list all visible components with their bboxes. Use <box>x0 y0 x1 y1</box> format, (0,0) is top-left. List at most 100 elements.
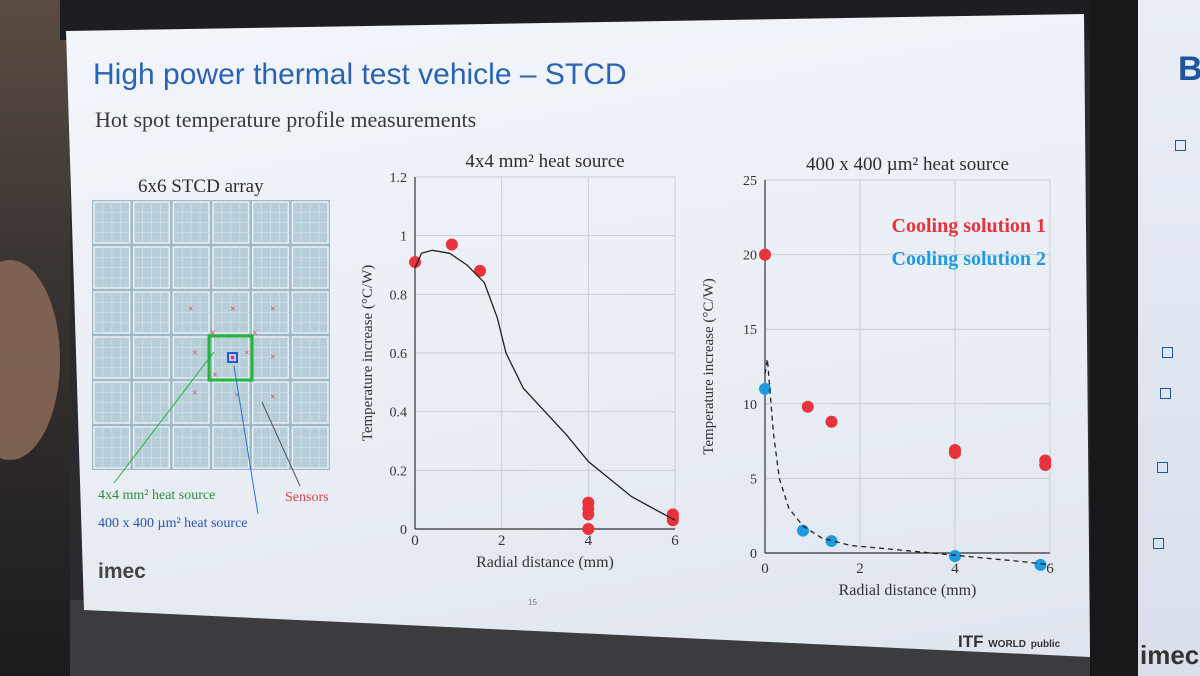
sensor-marker: × <box>188 304 194 315</box>
array-cell <box>93 246 131 289</box>
label-heat-source-400: 400 x 400 µm² heat source <box>98 516 248 531</box>
array-cell <box>172 201 210 244</box>
checkbox-icon <box>1160 388 1171 399</box>
sensor-marker: × <box>192 348 198 359</box>
x-axis-label: Radial distance (mm) <box>476 554 614 571</box>
data-point <box>409 256 421 269</box>
y-tick-label: 10 <box>743 398 757 413</box>
plot-title: 4x4 mm² heat source <box>465 151 624 172</box>
x-tick-label: 4 <box>585 533 593 549</box>
array-cell <box>212 201 250 244</box>
array-cell <box>132 336 171 379</box>
adjacent-screen <box>1138 0 1200 676</box>
y-tick-label: 0.2 <box>390 464 408 479</box>
array-cell <box>132 381 171 424</box>
array-cell <box>93 426 131 469</box>
slide-title: High power thermal test vehicle – STCD <box>93 58 627 91</box>
array-cell <box>291 336 329 379</box>
sensor-marker: × <box>270 392 276 403</box>
y-tick-label: 1 <box>400 230 407 245</box>
array-cell <box>291 246 329 289</box>
array-cell <box>251 246 290 289</box>
y-tick-label: 15 <box>743 323 757 338</box>
sensor-marker: × <box>230 304 236 315</box>
legend-entry: Cooling solution 2 <box>892 248 1046 270</box>
data-point <box>474 264 486 277</box>
data-point <box>825 415 838 428</box>
array-cell <box>251 201 290 244</box>
array-cell <box>291 426 329 469</box>
sensor-marker: × <box>270 304 276 315</box>
array-cell <box>291 381 329 424</box>
array-cell <box>251 291 290 334</box>
sensor-marker: × <box>234 390 240 401</box>
array-cell <box>93 291 131 334</box>
sensor-marker: × <box>244 348 250 359</box>
array-cell <box>212 426 250 469</box>
array-cell <box>291 291 329 334</box>
y-tick-label: 0.4 <box>390 406 408 421</box>
array-cell <box>212 381 250 424</box>
y-tick-label: 5 <box>750 472 757 487</box>
screen-bezel-right <box>1090 0 1140 676</box>
array-cell <box>132 426 171 469</box>
data-point <box>1034 558 1047 571</box>
y-tick-label: 0.6 <box>390 347 408 362</box>
array-cell <box>172 426 210 469</box>
checkbox-icon <box>1162 347 1173 358</box>
data-point <box>801 400 814 413</box>
x-tick-label: 6 <box>1046 561 1054 577</box>
array-cell <box>93 201 131 244</box>
imec-logo: imec <box>98 560 146 583</box>
array-cell <box>93 336 131 379</box>
array-cell <box>93 381 131 424</box>
data-point <box>825 535 838 548</box>
y-tick-label: 1.2 <box>390 171 408 186</box>
array-cell <box>251 426 290 469</box>
legend-entry: Cooling solution 1 <box>892 215 1046 237</box>
array-cell <box>172 246 210 289</box>
heat-source-400-box <box>227 352 238 363</box>
y-tick-label: 0.8 <box>390 288 408 303</box>
stcd-array-image: × × ×× × ×× × ×× ×× <box>92 200 330 470</box>
sensor-marker: × <box>192 388 198 399</box>
x-tick-label: 6 <box>671 533 679 549</box>
x-tick-label: 2 <box>856 561 864 577</box>
itf-world-logo: ITF WORLD public <box>958 632 1061 651</box>
array-cell <box>132 246 171 289</box>
array-cell <box>291 201 329 244</box>
array-cell <box>251 336 290 379</box>
sensor-marker: × <box>270 352 276 363</box>
label-heat-source-4x4: 4x4 mm² heat source <box>98 488 216 503</box>
y-tick-label: 0 <box>750 547 757 562</box>
sensor-marker: × <box>212 370 218 381</box>
data-point <box>582 523 595 535</box>
fit-curve <box>414 249 676 521</box>
plot-title: 400 x 400 µm² heat source <box>806 154 1009 175</box>
x-tick-label: 0 <box>761 561 769 577</box>
adjacent-screen-logo: imec <box>1140 640 1200 670</box>
y-axis-label: Temperature increase (°C/W) <box>360 265 376 442</box>
data-point <box>582 508 595 521</box>
heat-source-center-dot <box>230 355 235 360</box>
x-axis-label: Radial distance (mm) <box>839 582 977 599</box>
x-tick-label: 4 <box>951 561 959 577</box>
data-point <box>759 382 771 395</box>
y-tick-label: 25 <box>743 174 757 189</box>
checkbox-icon <box>1153 538 1164 549</box>
array-title: 6x6 STCD array <box>138 176 264 197</box>
adjacent-screen-letter: B <box>1178 50 1200 88</box>
sensor-marker: × <box>252 328 258 339</box>
page-number: 15 <box>528 598 537 607</box>
data-point <box>666 514 679 527</box>
x-tick-label: 0 <box>411 533 419 549</box>
x-tick-label: 2 <box>498 533 506 549</box>
chart-4x4-heat-source: 0 2 4 6 0 0.2 0.4 0.6 0.8 1 1.2 Radial distance (mm… <box>360 151 679 571</box>
array-cell <box>212 291 250 334</box>
y-tick-label: 0 <box>400 523 407 538</box>
chart-400-heat-source: 0 2 4 6 0 5 10 15 20 25 Radial distance (mm) Temper… <box>701 154 1054 599</box>
sensor-marker: × <box>210 328 216 339</box>
array-cell <box>132 291 171 334</box>
